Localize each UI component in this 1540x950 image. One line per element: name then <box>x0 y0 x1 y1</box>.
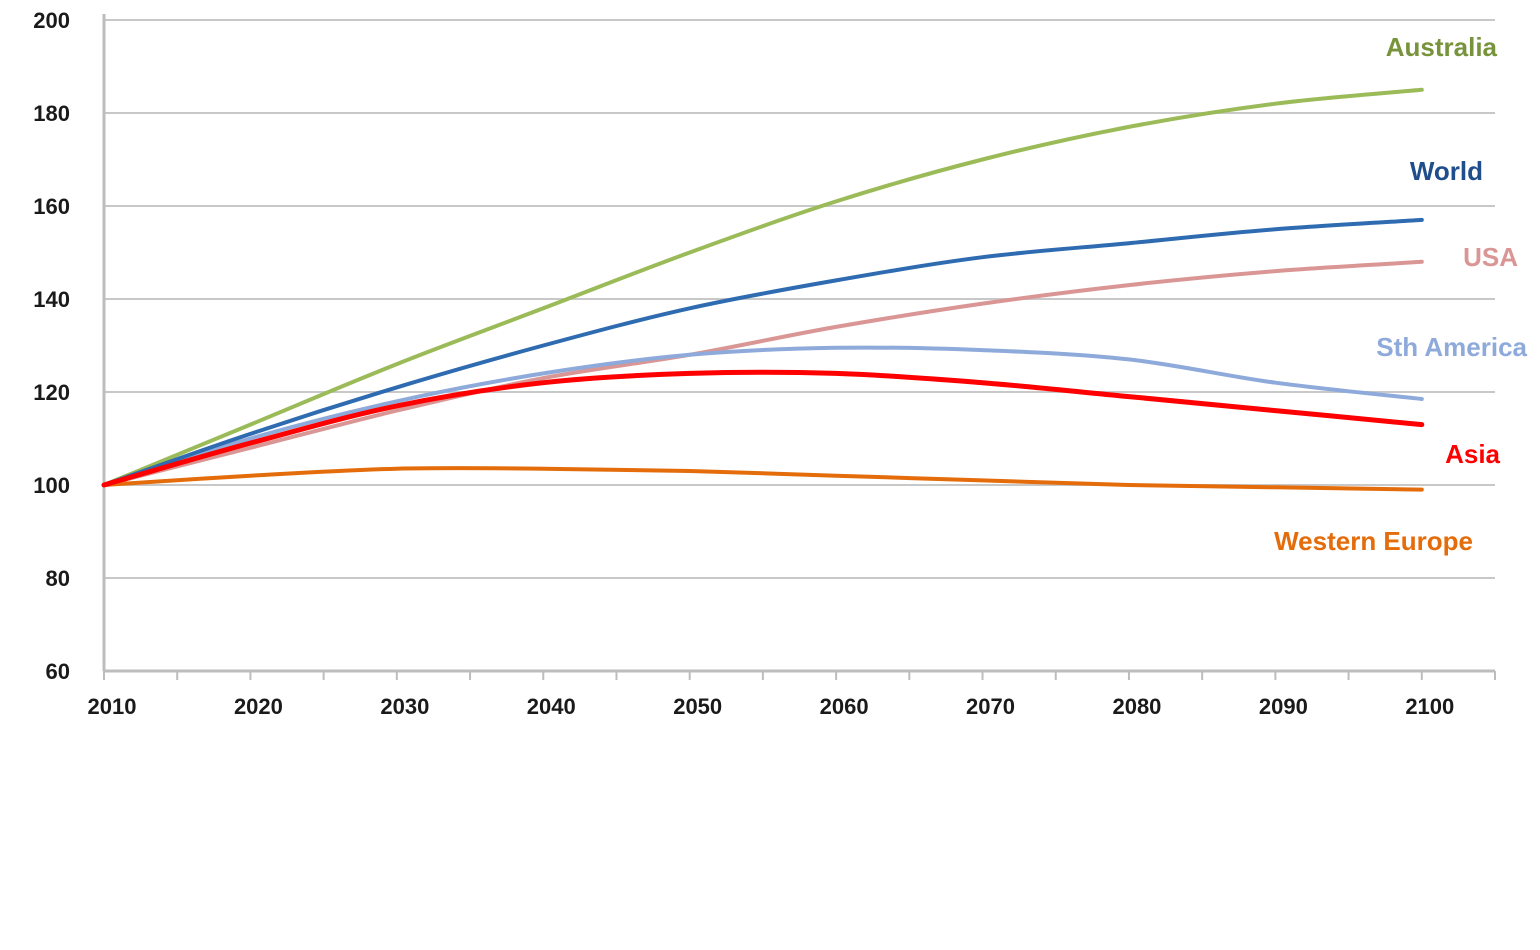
y-tick-label: 80 <box>46 566 70 591</box>
series-labels: Australia World USA Sth America Asia Western … <box>1274 32 1527 556</box>
y-tick-label: 200 <box>33 8 70 33</box>
series-label-western-europe: Western Europe <box>1274 526 1473 556</box>
y-tick-label: 120 <box>33 380 70 405</box>
y-tick-label: 160 <box>33 194 70 219</box>
series-line-western-europe <box>102 466 1424 492</box>
x-tick-label: 2050 <box>673 694 722 719</box>
series-line-australia <box>102 87 1424 487</box>
y-tick-label: 140 <box>33 287 70 312</box>
x-tick-label: 2080 <box>1112 694 1161 719</box>
series-line-world <box>102 217 1424 487</box>
x-tick-label: 2020 <box>234 694 283 719</box>
x-tick-label: 2070 <box>966 694 1015 719</box>
x-tick-label: 2030 <box>380 694 429 719</box>
x-tick-label: 2060 <box>820 694 869 719</box>
axes: 60 80 100 120 140 160 180 200 2010 2020 2030 2040 20… <box>33 8 1496 719</box>
y-tick-label: 60 <box>46 659 70 684</box>
series-label-sth-america: Sth America <box>1376 332 1527 362</box>
series-label-world: World <box>1410 156 1483 186</box>
x-tick-label: 2100 <box>1405 694 1454 719</box>
series-line-usa <box>102 259 1424 487</box>
series-line-sth-america <box>102 345 1424 487</box>
series-label-usa: USA <box>1463 242 1518 272</box>
series-label-australia: Australia <box>1386 32 1498 62</box>
x-tick-label: 2010 <box>88 694 137 719</box>
x-tick-label: 2090 <box>1259 694 1308 719</box>
gridlines <box>104 19 1495 579</box>
series-label-asia: Asia <box>1445 439 1500 469</box>
series-lines <box>101 87 1425 492</box>
x-tick-label: 2040 <box>527 694 576 719</box>
y-tick-label: 100 <box>33 473 70 498</box>
y-tick-label: 180 <box>33 101 70 126</box>
series-line-asia <box>101 369 1425 488</box>
